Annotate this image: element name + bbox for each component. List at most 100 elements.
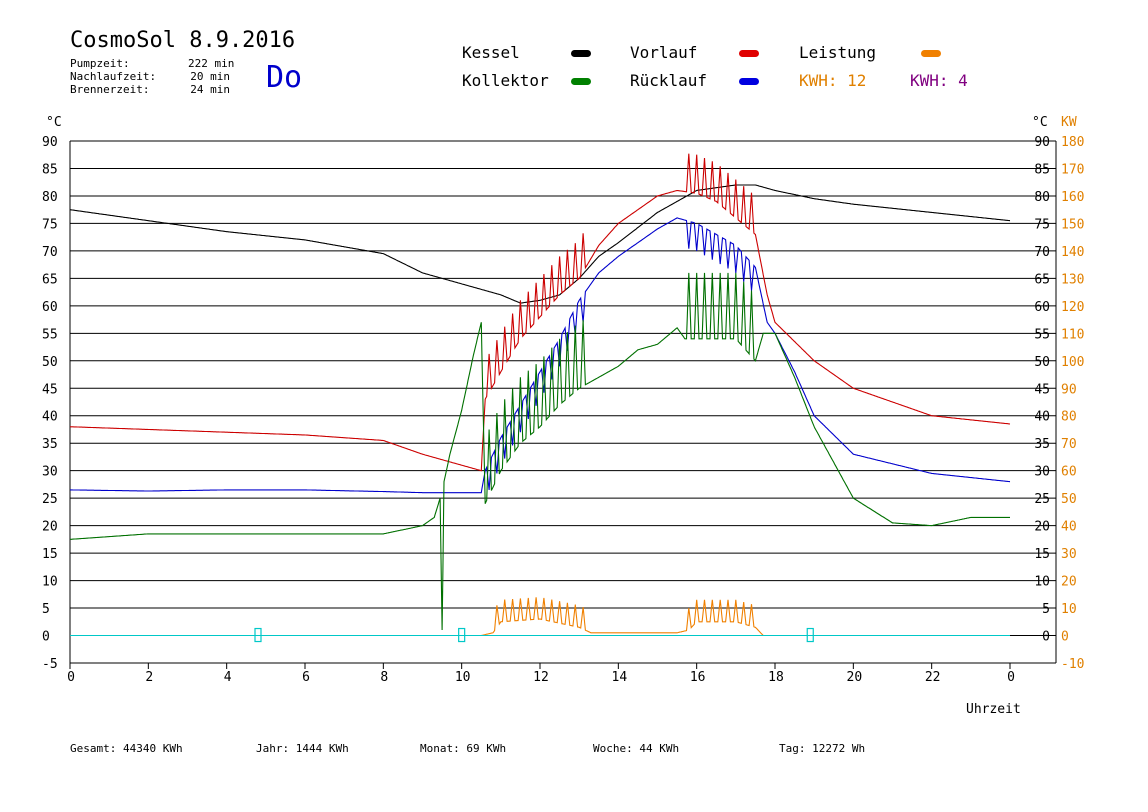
x-tick-label: 2	[145, 670, 153, 685]
y-tick-label: 80	[42, 190, 58, 205]
y-right-tick-label: 25	[1034, 492, 1050, 507]
y-tick-label: 20	[42, 520, 58, 535]
series-line-rücklauf	[70, 217, 1011, 494]
y-tick-label: 25	[42, 492, 58, 507]
y-right-tick-label: 50	[1034, 355, 1050, 370]
y2-tick-label: 170	[1061, 162, 1084, 177]
x-tick-label: 18	[768, 670, 784, 685]
stat-row-nachlaufzeit: Nachlaufzeit: 20 min	[70, 70, 230, 83]
footer-jahr: Jahr: 1444 KWh	[256, 742, 349, 755]
series-line-kollektor	[69, 272, 1010, 631]
y2-tick-label: 0	[1061, 630, 1069, 645]
footer-woche: Woche: 44 KWh	[593, 742, 680, 755]
y-right-tick-label: 0	[1042, 630, 1050, 645]
series-line-kessel	[69, 184, 1011, 304]
y-right-tick-label: 55	[1034, 327, 1050, 342]
stat-value: 24 min	[190, 83, 230, 96]
right-axis-unit: °C	[1032, 115, 1048, 130]
y-right-tick-label: 80	[1034, 190, 1050, 205]
y-right-tick-label: 30	[1034, 465, 1050, 480]
y-right-tick-label: 45	[1034, 382, 1050, 397]
y-tick-label: 35	[42, 437, 58, 452]
y-right-tick-label: 40	[1034, 410, 1050, 425]
y-right-tick-label: 70	[1034, 245, 1050, 260]
x-tick-label: 0	[67, 670, 75, 685]
legend-kwh-purple: KWH: 4	[910, 71, 968, 90]
y2-tick-label: -10	[1061, 657, 1084, 672]
x-tick-label: 4	[224, 670, 232, 685]
x-tick-label: 10	[455, 670, 471, 685]
y2-tick-label: 150	[1061, 217, 1084, 232]
x-tick-label: 12	[533, 670, 549, 685]
y-right-tick-label: 5	[1042, 602, 1050, 617]
y-tick-label: 30	[42, 465, 58, 480]
weekday-label: Do	[266, 60, 303, 95]
y2-tick-label: 30	[1061, 547, 1077, 562]
stat-label: Brennerzeit:	[70, 83, 150, 96]
y-right-tick-label: 75	[1034, 217, 1050, 232]
y2-tick-label: 90	[1061, 382, 1077, 397]
y-right-tick-label: 10	[1034, 575, 1050, 590]
legend-leistung-label: Leistung	[799, 43, 877, 62]
chart-ticks: -505101520253035404550556065707580859005…	[42, 135, 1084, 685]
right-axis-unit-kw: KW	[1061, 115, 1077, 130]
stats-block: Pumpzeit: 222 min Nachlaufzeit: 20 min B…	[70, 57, 235, 96]
y-right-tick-label: 90	[1034, 135, 1050, 150]
y2-tick-label: 20	[1061, 575, 1077, 590]
x-tick-label: 20	[847, 670, 863, 685]
y-right-tick-label: 20	[1034, 520, 1050, 535]
y2-tick-label: 180	[1061, 135, 1084, 150]
y-tick-label: 15	[42, 547, 58, 562]
y-right-tick-label: 65	[1034, 272, 1050, 287]
y-tick-label: 50	[42, 355, 58, 370]
stat-value: 222 min	[188, 57, 235, 70]
y-right-tick-label: 35	[1034, 437, 1050, 452]
y-tick-label: 65	[42, 272, 58, 287]
zero-marker	[254, 627, 262, 643]
y-tick-label: -5	[42, 657, 58, 672]
stat-label: Pumpzeit:	[70, 57, 130, 70]
chart-series	[69, 153, 1011, 637]
y-right-tick-label: 85	[1034, 162, 1050, 177]
chart-markers	[254, 627, 814, 643]
stat-row-brennerzeit: Brennerzeit: 24 min	[70, 83, 230, 96]
x-tick-label: 0	[1007, 670, 1015, 685]
legend-kessel-label: Kessel	[462, 43, 520, 62]
footer-gesamt: Gesamt: 44340 KWh	[70, 742, 183, 755]
y-tick-label: 60	[42, 300, 58, 315]
zero-marker	[806, 627, 814, 643]
y2-tick-label: 50	[1061, 492, 1077, 507]
legend-kollektor-label: Kollektor	[462, 71, 549, 90]
y-tick-label: 5	[42, 602, 50, 617]
x-tick-label: 14	[612, 670, 628, 685]
x-tick-label: 22	[925, 670, 941, 685]
y2-tick-label: 100	[1061, 355, 1084, 370]
legend-kessel-swatch	[571, 50, 591, 57]
y2-tick-label: 130	[1061, 272, 1084, 287]
y-tick-label: 40	[42, 410, 58, 425]
y2-tick-label: 80	[1061, 410, 1077, 425]
y-tick-label: 75	[42, 217, 58, 232]
legend-ruecklauf-label: Rücklauf	[630, 71, 708, 90]
y-tick-label: 55	[42, 327, 58, 342]
x-axis-label: Uhrzeit	[966, 702, 1021, 717]
stat-label: Nachlaufzeit:	[70, 70, 157, 83]
series-line-leistung	[70, 597, 1010, 637]
series-line-vorlauf	[69, 153, 1011, 472]
y2-tick-label: 10	[1061, 602, 1077, 617]
legend-kollektor-swatch	[571, 78, 591, 85]
y2-tick-label: 160	[1061, 190, 1084, 205]
y2-tick-label: 140	[1061, 245, 1084, 260]
y-right-tick-label: 60	[1034, 300, 1050, 315]
legend-kwh-orange: KWH: 12	[799, 71, 867, 90]
legend-vorlauf-swatch	[739, 50, 759, 57]
y-tick-label: 90	[42, 135, 58, 150]
y-tick-label: 85	[42, 162, 58, 177]
y-tick-label: 0	[42, 630, 50, 645]
zero-marker	[458, 627, 466, 643]
legend-vorlauf-label: Vorlauf	[630, 43, 698, 62]
footer-monat: Monat: 69 KWh	[420, 742, 507, 755]
legend-leistung-swatch	[921, 50, 941, 57]
y2-tick-label: 60	[1061, 465, 1077, 480]
